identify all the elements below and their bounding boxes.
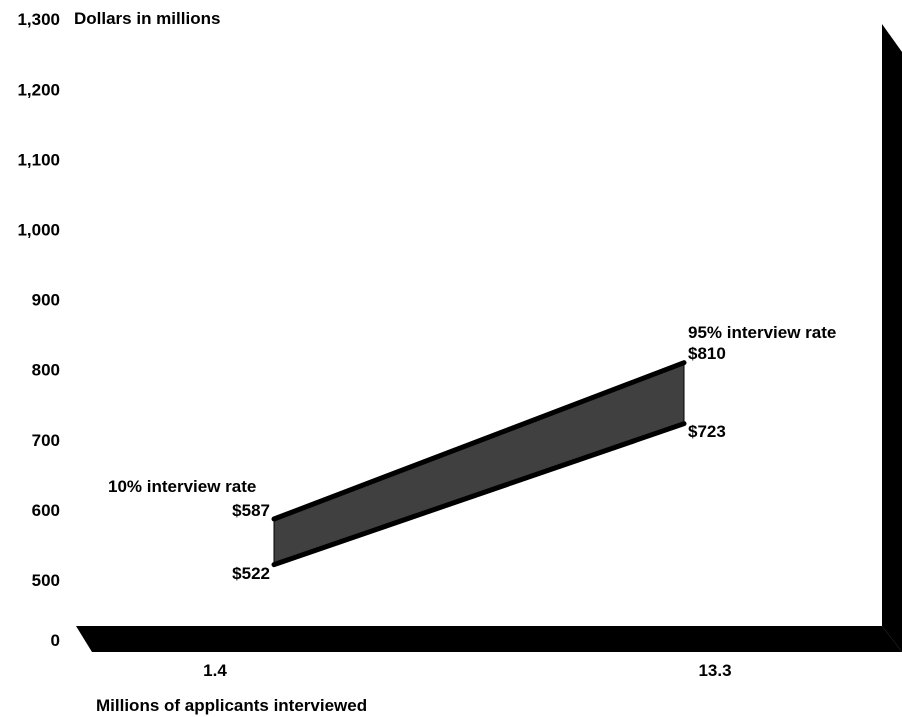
series-line-high — [271, 360, 687, 522]
y-tick-label: 600 — [32, 501, 60, 520]
annotation-10-percent: 10% interview rate — [108, 477, 256, 496]
series-line-low — [271, 421, 687, 568]
y-tick-label: 0 — [51, 631, 60, 650]
data-label-587: $587 — [232, 501, 270, 520]
y-tick-label: 1,000 — [17, 221, 60, 240]
annotation-95-percent: 95% interview rate — [688, 323, 836, 342]
y-axis-title: Dollars in millions — [74, 9, 220, 28]
x-axis-title: Millions of applicants interviewed — [96, 696, 367, 715]
data-label-723: $723 — [688, 422, 726, 441]
y-tick-label: 800 — [32, 361, 60, 380]
y-tick-label: 900 — [32, 291, 60, 310]
cost-range-band — [273, 361, 685, 566]
x-tick-label-1-4: 1.4 — [203, 661, 227, 680]
y-tick-label: 1,100 — [17, 150, 60, 169]
y-tick-label: 1,200 — [17, 80, 60, 99]
chart-back-wall — [882, 24, 902, 652]
data-label-810: $810 — [688, 344, 726, 363]
chart-floor — [76, 626, 902, 652]
data-label-522: $522 — [232, 564, 270, 583]
y-axis-ticks: 0 500 600 700 800 900 1,000 1,100 1,200 1,300 — [17, 10, 60, 650]
y-tick-label: 500 — [32, 571, 60, 590]
x-tick-label-13-3: 13.3 — [698, 661, 731, 680]
y-tick-label: 700 — [32, 431, 60, 450]
y-tick-label: 1,300 — [17, 10, 60, 29]
